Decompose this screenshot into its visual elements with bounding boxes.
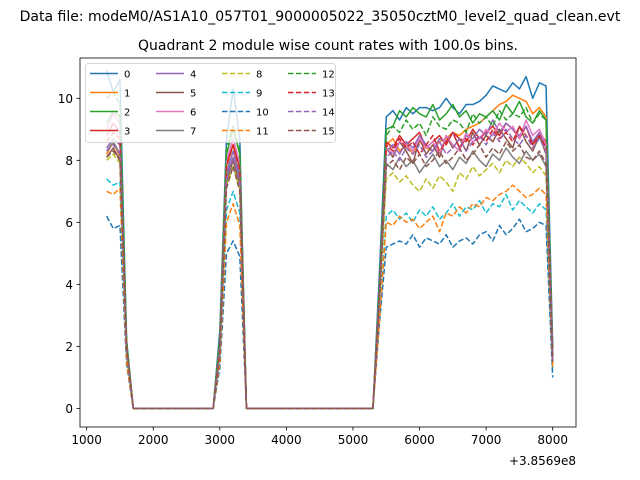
legend-label-6: 6 (190, 108, 196, 119)
x-tick-label: 5000 (338, 433, 369, 447)
legend-label-11: 11 (256, 127, 269, 138)
legend-label-0: 0 (124, 70, 130, 81)
x-tick-label: 7000 (471, 433, 502, 447)
legend-label-10: 10 (256, 108, 269, 119)
legend-label-5: 5 (190, 89, 196, 100)
legend-label-9: 9 (256, 89, 262, 100)
legend-box (85, 63, 336, 143)
y-tick-label: 4 (65, 278, 73, 292)
figure-suptitle: Data file: modeM0/AS1A10_057T01_90000050… (20, 9, 621, 25)
x-axis: 1000 2000 3000 4000 5000 6000 7000 8000 (71, 427, 568, 447)
legend-label-14: 14 (322, 108, 335, 119)
y-tick-label: 10 (58, 92, 73, 106)
legend-label-4: 4 (190, 70, 196, 81)
legend-label-3: 3 (124, 127, 130, 138)
x-tick-label: 8000 (537, 433, 568, 447)
y-tick-label: 0 (65, 402, 73, 416)
y-tick-label: 2 (65, 340, 73, 354)
series-lines (105, 70, 554, 410)
legend-label-13: 13 (322, 89, 335, 100)
legend-label-12: 12 (322, 70, 335, 81)
legend-label-8: 8 (256, 70, 262, 81)
series-line-15 (106, 140, 554, 410)
x-tick-label: 4000 (271, 433, 302, 447)
axes-title: Quadrant 2 module wise count rates with … (138, 38, 518, 54)
y-axis: 0 2 4 6 8 10 (58, 92, 80, 416)
x-tick-label: 1000 (71, 433, 102, 447)
x-tick-label: 6000 (404, 433, 435, 447)
legend-label-15: 15 (322, 127, 335, 138)
x-axis-offset-label: +3.8569e8 (509, 454, 576, 468)
legend-label-7: 7 (190, 127, 196, 138)
y-tick-label: 8 (65, 154, 73, 168)
legend-label-2: 2 (124, 108, 130, 119)
axes-frame (79, 57, 577, 428)
x-tick-label: 2000 (138, 433, 169, 447)
series-line-8 (106, 153, 554, 410)
x-tick-label: 3000 (205, 433, 236, 447)
legend-label-1: 1 (124, 89, 130, 100)
y-tick-label: 6 (65, 216, 73, 230)
